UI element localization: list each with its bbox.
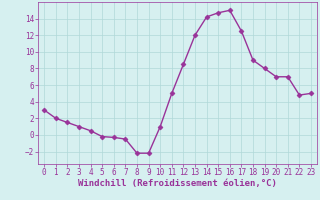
X-axis label: Windchill (Refroidissement éolien,°C): Windchill (Refroidissement éolien,°C) [78,179,277,188]
